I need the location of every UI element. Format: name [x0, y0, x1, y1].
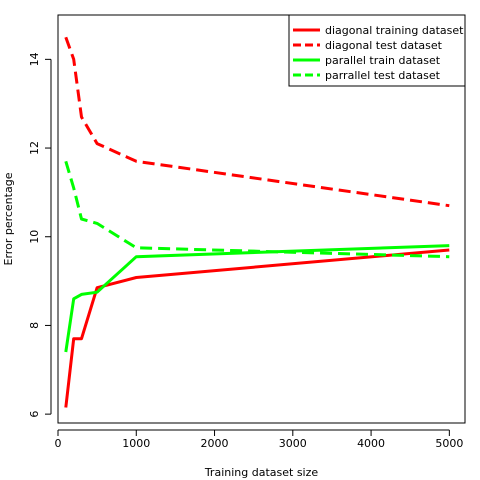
series-line-3	[64, 244, 450, 353]
x-axis: 0 1000 2000 3000 4000 5000	[55, 429, 463, 450]
x-tick-label: 3000	[279, 437, 307, 450]
legend-label: diagonal training dataset	[325, 24, 464, 37]
y-tick-label: 6	[28, 411, 41, 418]
y-tick-label: 8	[28, 322, 41, 329]
series-line-2	[64, 36, 450, 208]
legend-label: parrallel test dataset	[325, 69, 441, 82]
legend-label: parallel train dataset	[325, 54, 441, 67]
y-axis: 6 8 10 12 14	[28, 52, 52, 418]
y-tick-label: 14	[28, 52, 41, 66]
legend-label: diagonal test dataset	[325, 39, 443, 52]
x-axis-label: Training dataset size	[204, 466, 319, 479]
x-tick-label: 4000	[357, 437, 385, 450]
y-tick-label: 12	[28, 141, 41, 155]
x-tick-label: 0	[55, 437, 62, 450]
x-tick-label: 1000	[122, 437, 150, 450]
series-line-4	[64, 160, 450, 259]
legend: diagonal training dataset diagonal test d…	[288, 14, 466, 87]
plot-frame	[57, 14, 466, 424]
y-tick-label: 10	[28, 230, 41, 244]
x-tick-label: 2000	[201, 437, 229, 450]
y-axis-label: Error percentage	[2, 172, 15, 265]
x-tick-label: 5000	[435, 437, 463, 450]
series-line-1	[64, 248, 450, 408]
series-layer	[64, 36, 450, 408]
